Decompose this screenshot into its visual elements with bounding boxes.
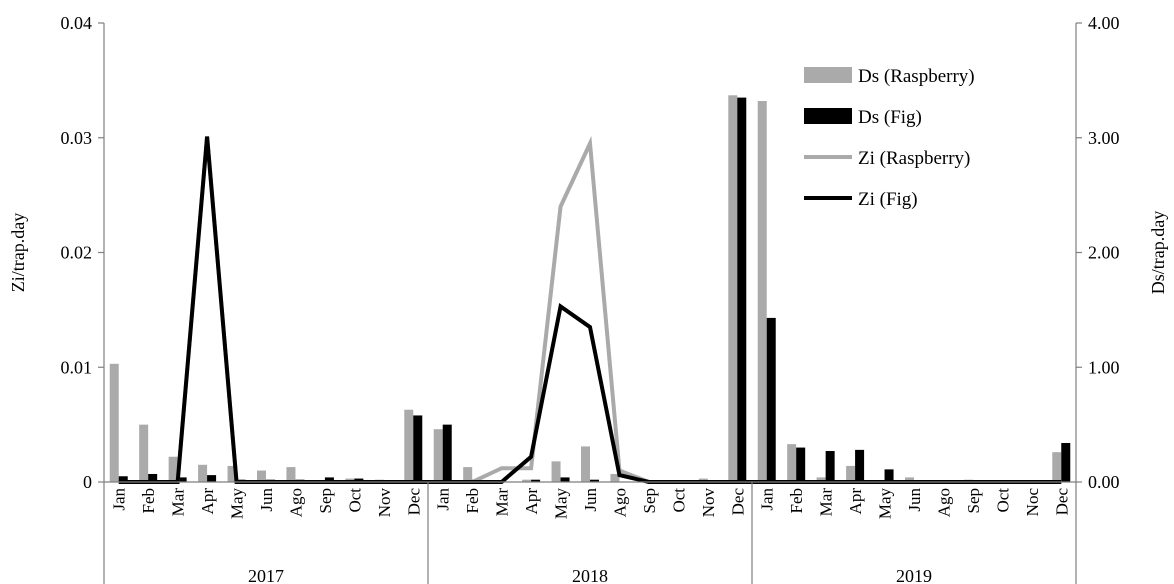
bar-ds-fig <box>118 476 128 482</box>
x-tick-label: Mar <box>817 488 836 517</box>
x-tick-label: Sep <box>964 488 983 514</box>
bar-ds-raspberry <box>757 101 767 482</box>
y-left-axis-title: Zi/trap.day <box>8 213 28 292</box>
x-tick-label: Nov <box>699 488 718 518</box>
bar-ds-fig <box>825 451 835 482</box>
x-tick-label: Feb <box>139 488 158 514</box>
bar-ds-fig <box>590 479 599 482</box>
year-label: 2019 <box>896 566 932 584</box>
bar-ds-fig <box>560 477 570 482</box>
y-left-tick-label: 0.03 <box>61 128 93 148</box>
bar-ds-raspberry <box>198 464 208 482</box>
bar-ds-raspberry <box>257 470 266 482</box>
x-tick-label: Ago <box>610 488 629 517</box>
x-tick-label: Dec <box>404 488 423 516</box>
year-label: 2017 <box>248 566 284 584</box>
legend-label-zi-fig: Zi (Fig) <box>858 189 918 210</box>
legend-label-ds-raspberry: Ds (Raspberry) <box>858 66 975 87</box>
legend-label-ds-fig: Ds (Fig) <box>858 107 922 128</box>
x-tick-label: May <box>552 488 571 520</box>
x-tick-label: Dec <box>728 488 747 516</box>
bar-ds-raspberry <box>463 467 473 482</box>
line-zi-fig <box>118 136 1062 484</box>
x-tick-label: Sep <box>640 488 659 514</box>
bar-ds-raspberry <box>433 429 443 482</box>
x-tick-label: Jan <box>434 488 453 511</box>
x-tick-label: Jun <box>905 488 924 512</box>
x-tick-label: Apr <box>198 488 217 515</box>
x-tick-label: Feb <box>787 488 806 514</box>
bar-ds-fig <box>884 469 894 482</box>
y-right-tick-label: 4.00 <box>1088 13 1120 33</box>
bar-ds-raspberry <box>816 477 826 482</box>
x-tick-label: Oct <box>345 488 364 513</box>
bar-ds-raspberry <box>404 409 414 482</box>
x-tick-label: Ago <box>934 488 953 517</box>
y-right-tick-label: 2.00 <box>1088 243 1120 263</box>
bar-ds-fig <box>442 424 452 483</box>
year-label: 2018 <box>572 566 608 584</box>
x-tick-label: Jun <box>257 488 276 512</box>
bar-ds-fig <box>324 477 334 482</box>
bar-ds-raspberry <box>227 465 237 482</box>
x-tick-label: Mar <box>169 488 188 517</box>
legend-swatch-ds-fig <box>804 108 852 124</box>
bar-ds-raspberry <box>168 456 178 482</box>
legend-swatch-ds-raspberry <box>804 67 852 83</box>
bar-ds-fig <box>1061 442 1071 482</box>
y-left-tick-label: 0.01 <box>61 357 93 377</box>
x-tick-label: Dec <box>1052 488 1071 516</box>
line-zi-raspberry <box>118 135 1062 484</box>
x-tick-label: Apr <box>522 488 541 515</box>
plot-lines <box>118 135 1062 484</box>
y-right-tick-label: 3.00 <box>1088 128 1120 148</box>
x-tick-label: Feb <box>463 488 482 514</box>
x-tick-label: Ago <box>286 488 305 517</box>
bar-ds-fig <box>766 317 776 482</box>
axes <box>98 22 1082 584</box>
y-right-axis-title: Ds/trap.day <box>1148 211 1168 294</box>
x-tick-label: Jun <box>581 488 600 512</box>
x-tick-label: Mar <box>493 488 512 517</box>
x-tick-label: May <box>876 488 895 520</box>
x-tick-label: May <box>228 488 247 520</box>
bar-ds-raspberry <box>139 424 149 483</box>
y-right-tick-label: 0.00 <box>1088 472 1120 492</box>
bar-ds-fig <box>531 479 541 482</box>
y-right-tick-label: 1.00 <box>1088 357 1120 377</box>
bar-ds-fig <box>177 477 187 482</box>
bar-ds-raspberry <box>905 477 914 482</box>
x-tick-label: Jan <box>110 488 129 511</box>
x-tick-label: Jan <box>758 488 777 511</box>
x-tick-label: Oct <box>993 488 1012 513</box>
y-left-tick-label: 0.02 <box>61 243 93 263</box>
y-left-tick-label: 0.04 <box>61 13 93 33</box>
bar-ds-raspberry <box>1052 452 1062 482</box>
x-tick-label: Noc <box>1023 488 1042 517</box>
bar-ds-raspberry <box>581 446 590 482</box>
bar-ds-fig <box>207 475 217 482</box>
x-tick-label: Sep <box>316 488 335 514</box>
y-left-tick-label: 0 <box>83 472 92 492</box>
bar-ds-fig <box>796 447 806 482</box>
bar-ds-fig <box>148 473 158 482</box>
x-tick-label: Oct <box>669 488 688 513</box>
bar-ds-raspberry <box>551 461 561 482</box>
x-tick-label: Nov <box>375 488 394 518</box>
bar-ds-raspberry <box>846 465 856 482</box>
axis-labels: 0 0.01 0.02 0.03 0.04 0.00 1.00 2.00 3.00 4.00 Jan… <box>8 13 1168 584</box>
x-tick-label: Apr <box>846 488 865 515</box>
bar-ds-fig <box>737 97 747 482</box>
bar-ds-fig <box>413 415 423 482</box>
bar-ds-raspberry <box>787 444 797 482</box>
bar-ds-raspberry <box>522 479 532 482</box>
bar-ds-raspberry <box>286 467 296 482</box>
legend: Ds (Raspberry) Ds (Fig) Zi (Raspberry) Zi (… <box>804 66 975 210</box>
bar-ds-raspberry <box>610 473 620 482</box>
bar-ds-raspberry <box>728 95 738 482</box>
legend-label-zi-raspberry: Zi (Raspberry) <box>858 148 970 169</box>
bar-ds-raspberry <box>109 363 119 482</box>
bar-ds-fig <box>855 449 865 482</box>
